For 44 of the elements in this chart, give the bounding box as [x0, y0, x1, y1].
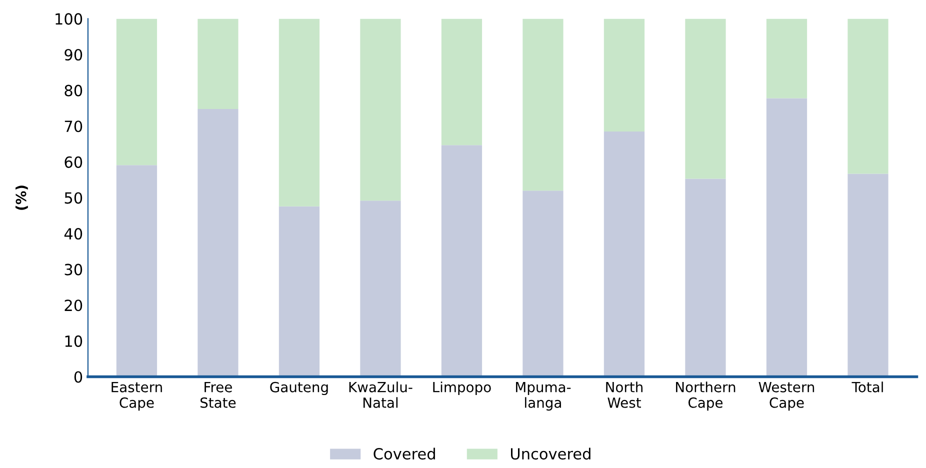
- bar: [441, 145, 482, 377]
- x-tick-label: Gauteng: [270, 382, 328, 396]
- bar: [766, 98, 808, 377]
- y-tick-label: 40: [64, 228, 82, 240]
- bar: [522, 18, 564, 191]
- bar: [848, 18, 888, 174]
- y-axis-title: (%): [16, 186, 28, 210]
- y-tick-label: 30: [64, 264, 82, 276]
- bar: [604, 131, 645, 377]
- bar: [278, 206, 320, 377]
- y-tick-label: 70: [64, 120, 82, 132]
- x-tick-label: KwaZulu- Natal: [349, 382, 412, 408]
- bar: [685, 18, 726, 179]
- bar: [441, 18, 482, 146]
- y-tick-label: 60: [64, 156, 82, 168]
- y-tick-label: 0: [74, 371, 82, 383]
- y-tick-label: 90: [64, 48, 82, 61]
- bar: [766, 18, 808, 98]
- x-tick-label: Total: [852, 382, 883, 392]
- bar: [198, 108, 238, 377]
- x-tick-label: Limpopo: [433, 382, 491, 396]
- bar: [116, 18, 158, 166]
- y-tick-label: 50: [64, 192, 82, 204]
- y-tick-label: 100: [56, 13, 82, 25]
- x-tick-label: Free State: [200, 382, 236, 408]
- x-tick-label: North West: [606, 382, 642, 408]
- bar: [522, 190, 564, 377]
- bar: [278, 18, 320, 206]
- x-tick-label: Northern Cape: [676, 382, 736, 411]
- y-tick-label: 80: [64, 84, 82, 96]
- legend-label: Covered: [374, 448, 435, 460]
- bar: [848, 174, 888, 377]
- bar: [198, 18, 238, 109]
- x-tick-label: Mpuma- langa: [516, 382, 571, 411]
- bar: [685, 178, 726, 377]
- bar: [116, 165, 158, 377]
- y-tick-label: 10: [65, 335, 82, 347]
- bar: [360, 18, 401, 201]
- x-tick-label: Western Cape: [758, 382, 814, 411]
- bar: [360, 200, 401, 377]
- y-tick-label: 20: [64, 300, 82, 312]
- bar: [604, 18, 645, 132]
- x-tick-label: Eastern Cape: [112, 382, 162, 411]
- legend-label: Uncovered: [511, 448, 590, 460]
